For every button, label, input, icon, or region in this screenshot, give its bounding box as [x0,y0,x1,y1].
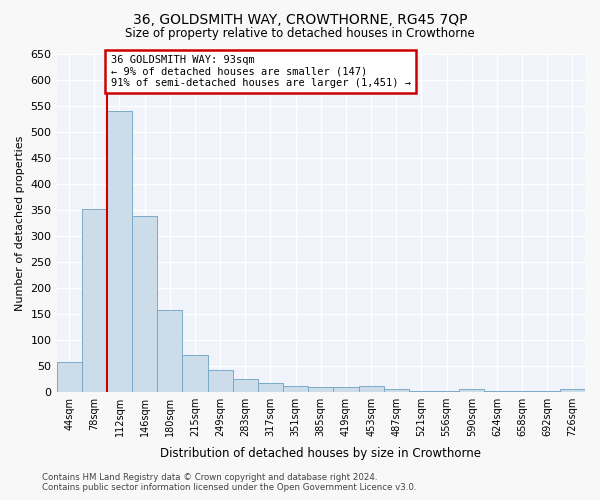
Y-axis label: Number of detached properties: Number of detached properties [15,135,25,310]
Bar [56,362,82,392]
X-axis label: Distribution of detached houses by size in Crowthorne: Distribution of detached houses by size … [160,447,481,460]
Bar [182,356,208,392]
Bar [359,386,383,392]
Text: 36 GOLDSMITH WAY: 93sqm
← 9% of detached houses are smaller (147)
91% of semi-de: 36 GOLDSMITH WAY: 93sqm ← 9% of detached… [110,55,410,88]
Bar [233,378,258,392]
Bar [308,388,334,392]
Bar [434,391,459,392]
Bar [132,216,157,392]
Bar [258,383,283,392]
Bar [535,391,560,392]
Text: Size of property relative to detached houses in Crowthorne: Size of property relative to detached ho… [125,28,475,40]
Bar [459,389,484,392]
Bar [157,310,182,392]
Bar [107,111,132,392]
Bar [509,391,535,392]
Bar [560,389,585,392]
Bar [334,388,359,392]
Text: 36, GOLDSMITH WAY, CROWTHORNE, RG45 7QP: 36, GOLDSMITH WAY, CROWTHORNE, RG45 7QP [133,12,467,26]
Bar [283,386,308,392]
Bar [409,391,434,392]
Bar [208,370,233,392]
Bar [383,389,409,392]
Bar [484,391,509,392]
Bar [82,209,107,392]
Text: Contains HM Land Registry data © Crown copyright and database right 2024.
Contai: Contains HM Land Registry data © Crown c… [42,473,416,492]
